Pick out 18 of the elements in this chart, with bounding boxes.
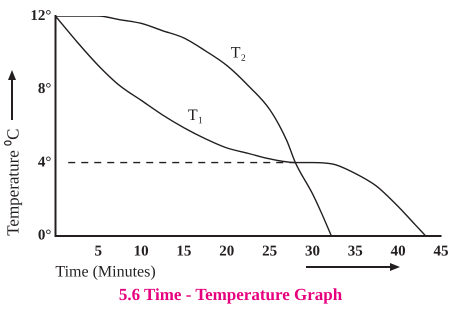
y-tick-label: 0°	[38, 228, 52, 244]
y-tick-label: 12°	[30, 8, 52, 24]
x-tick-label: 20	[219, 244, 234, 260]
y-tick-label: 4°	[38, 154, 52, 170]
x-tick-label: 45	[434, 244, 448, 260]
y-axis-title: Temperature ⁰C	[4, 128, 23, 236]
x-tick-label: 15	[176, 244, 192, 260]
series-label: T₂	[230, 44, 246, 62]
text: 5.6 Time - Temperature Graph	[118, 285, 344, 305]
x-tick-label: 35	[348, 244, 363, 260]
x-axis-title: Time (Minutes)	[55, 264, 156, 281]
x-tick-label: 25	[262, 244, 278, 260]
x-tick-label: 30	[304, 244, 320, 260]
x-tick-label: 10	[134, 244, 149, 260]
x-tick-label: 5	[94, 244, 102, 260]
x-tick-label: 40	[390, 244, 406, 260]
y-tick-label: 8°	[38, 81, 52, 98]
series-label: T₁	[188, 106, 204, 124]
